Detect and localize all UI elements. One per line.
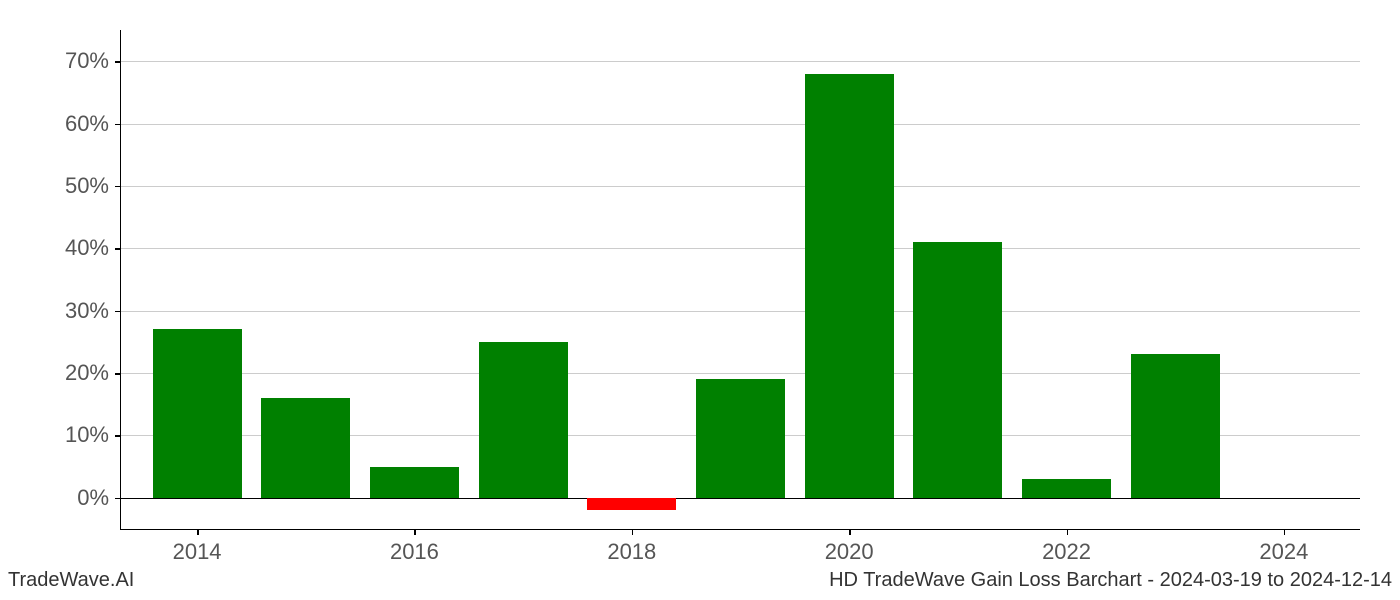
x-tick-label: 2022 bbox=[1042, 539, 1091, 565]
bar-2021 bbox=[913, 242, 1002, 498]
y-tick-mark bbox=[115, 373, 121, 375]
bar-2015 bbox=[261, 398, 350, 498]
gridline bbox=[121, 311, 1360, 312]
bar-2017 bbox=[479, 342, 568, 498]
gridline bbox=[121, 61, 1360, 62]
x-tick-mark bbox=[414, 529, 416, 535]
bar-2022 bbox=[1022, 479, 1111, 498]
bar-2018 bbox=[587, 498, 676, 510]
bar-2020 bbox=[805, 74, 894, 498]
gridline bbox=[121, 248, 1360, 249]
y-tick-label: 30% bbox=[65, 298, 109, 324]
y-tick-label: 10% bbox=[65, 422, 109, 448]
x-tick-mark bbox=[197, 529, 199, 535]
gridline bbox=[121, 124, 1360, 125]
bar-2023 bbox=[1131, 354, 1220, 497]
y-tick-label: 50% bbox=[65, 173, 109, 199]
x-tick-mark bbox=[632, 529, 634, 535]
x-tick-label: 2024 bbox=[1259, 539, 1308, 565]
zero-line bbox=[121, 498, 1360, 500]
y-tick-mark bbox=[115, 61, 121, 63]
gridline bbox=[121, 186, 1360, 187]
x-tick-label: 2018 bbox=[607, 539, 656, 565]
chart-container: 0%10%20%30%40%50%60%70%20142016201820202… bbox=[120, 30, 1360, 530]
x-tick-label: 2016 bbox=[390, 539, 439, 565]
plot-area: 0%10%20%30%40%50%60%70%20142016201820202… bbox=[120, 30, 1360, 530]
x-tick-label: 2014 bbox=[173, 539, 222, 565]
y-tick-mark bbox=[115, 311, 121, 313]
y-tick-mark bbox=[115, 248, 121, 250]
y-tick-label: 70% bbox=[65, 48, 109, 74]
x-tick-mark bbox=[849, 529, 851, 535]
y-tick-label: 60% bbox=[65, 111, 109, 137]
bar-2016 bbox=[370, 467, 459, 498]
x-tick-mark bbox=[1284, 529, 1286, 535]
y-tick-label: 20% bbox=[65, 360, 109, 386]
x-tick-mark bbox=[1067, 529, 1069, 535]
bar-2014 bbox=[153, 329, 242, 497]
y-tick-label: 40% bbox=[65, 235, 109, 261]
y-tick-mark bbox=[115, 186, 121, 188]
y-tick-mark bbox=[115, 435, 121, 437]
bar-2019 bbox=[696, 379, 785, 498]
y-tick-label: 0% bbox=[77, 485, 109, 511]
footer-right: HD TradeWave Gain Loss Barchart - 2024-0… bbox=[829, 569, 1392, 592]
y-tick-mark bbox=[115, 124, 121, 126]
x-tick-label: 2020 bbox=[825, 539, 874, 565]
footer-left: TradeWave.AI bbox=[8, 569, 134, 592]
